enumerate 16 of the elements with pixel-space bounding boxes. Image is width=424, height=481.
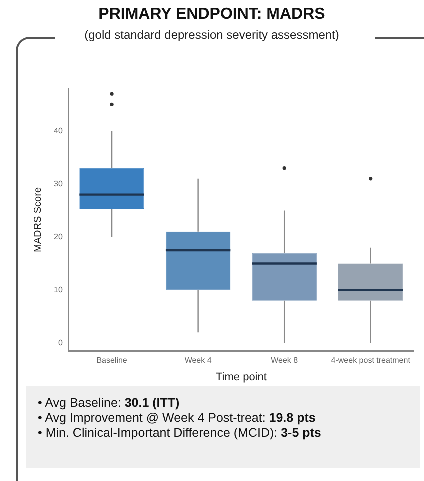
text: • Min. Clinical-Important Difference (MCID): 3-5 pts bbox=[38, 426, 322, 440]
x-tick-label: 4-week post treatment bbox=[331, 356, 412, 366]
y-tick-label: 40 bbox=[54, 126, 64, 136]
y-tick-label: 10 bbox=[54, 285, 64, 294]
text: • Avg Improvement @ Week 4 Post-treat: 19.8 pts bbox=[38, 411, 317, 425]
x-tick-label: Baseline bbox=[96, 356, 128, 366]
text: • Avg Baseline: 30.1 (ITT) bbox=[38, 396, 181, 410]
x-tick-label: Week 8 bbox=[271, 356, 299, 366]
chart-title: PRIMARY ENDPOINT: MADRS bbox=[98, 6, 326, 24]
y-axis-title: MADRS Score bbox=[32, 187, 44, 253]
x-axis-title: Time point bbox=[216, 371, 267, 384]
y-tick-label: 20 bbox=[54, 232, 64, 242]
y-tick-label: 0 bbox=[58, 338, 64, 348]
chart-subtitle: (gold standard depression severity assessment) bbox=[84, 28, 340, 42]
x-tick-label: Week 4 bbox=[184, 356, 212, 366]
y-tick-label: 30 bbox=[54, 179, 64, 188]
